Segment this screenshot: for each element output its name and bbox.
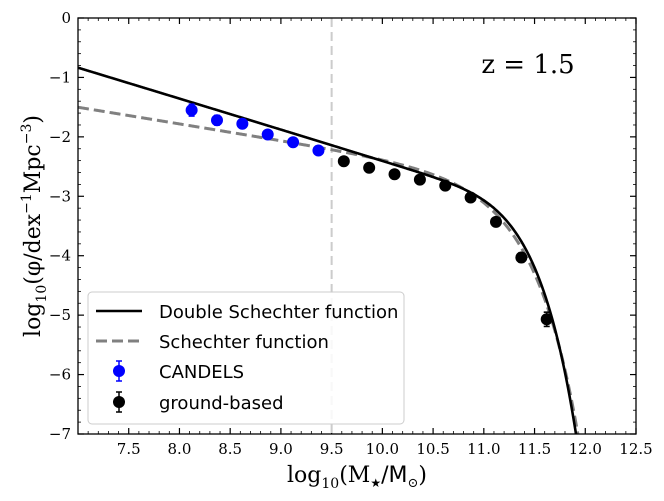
legend-ground-label: ground-based xyxy=(159,393,284,414)
y-tick-label: −5 xyxy=(49,306,71,324)
candels-point xyxy=(210,114,223,127)
y-tick-label: −2 xyxy=(49,128,71,146)
legend-ground-marker xyxy=(113,396,125,408)
x-tick-labels: 7.5 8.0 8.5 9.0 9.5 10.0 10.5 11.0 11.5 12.0 12.5 xyxy=(117,440,653,458)
candels-point xyxy=(261,128,274,141)
x-tick-label: 12.5 xyxy=(619,440,652,458)
y-tick-label: −3 xyxy=(49,187,71,205)
legend-double-label: Double Schechter function xyxy=(159,302,398,323)
ground-point xyxy=(489,215,502,228)
ground-point xyxy=(413,173,426,186)
x-tick-label: 11.0 xyxy=(467,440,500,458)
ground-point xyxy=(464,191,477,204)
y-tick-label: 0 xyxy=(61,9,71,27)
candels-point xyxy=(236,117,249,130)
y-tick-labels: 0 −1 −2 −3 −4 −5 −6 −7 xyxy=(49,9,71,443)
x-tick-label: 12.0 xyxy=(569,440,602,458)
x-axis-label: log10(M★/M⊙) xyxy=(287,463,427,492)
double-schechter-curve xyxy=(78,66,578,434)
y-axis-label: log10(φ/dex−1Mpc−3) xyxy=(19,115,50,337)
ground-point xyxy=(439,179,452,192)
legend: Double Schechter function Schechter func… xyxy=(87,291,405,425)
legend-box xyxy=(87,291,405,425)
y-tick-label: −4 xyxy=(49,247,71,265)
ground-point xyxy=(540,313,553,326)
candels-point xyxy=(287,136,300,149)
legend-single-label: Schechter function xyxy=(159,332,329,353)
ground-point xyxy=(388,168,401,181)
ground-point xyxy=(363,161,376,174)
data-points xyxy=(185,103,553,328)
y-tick-label: −1 xyxy=(49,68,71,86)
ground-point xyxy=(337,155,350,168)
legend-candels-marker xyxy=(113,365,125,377)
y-tick-label: −7 xyxy=(49,425,71,443)
schechter-curve xyxy=(78,105,580,434)
x-tick-label: 8.0 xyxy=(168,440,192,458)
candels-point xyxy=(185,104,198,117)
legend-candels-label: CANDELS xyxy=(159,362,244,383)
x-tick-label: 10.5 xyxy=(416,440,449,458)
ground-point xyxy=(515,251,528,264)
x-tick-label: 10.0 xyxy=(366,440,399,458)
y-tick-label: −6 xyxy=(49,366,71,384)
plot-frame xyxy=(77,17,637,435)
redshift-annotation: z = 1.5 xyxy=(481,50,574,80)
x-tick-label: 9.0 xyxy=(269,440,293,458)
x-tick-label: 9.5 xyxy=(320,440,344,458)
x-tick-label: 7.5 xyxy=(117,440,141,458)
x-tick-label: 8.5 xyxy=(218,440,242,458)
candels-point xyxy=(312,144,325,157)
x-tick-label: 11.5 xyxy=(518,440,551,458)
